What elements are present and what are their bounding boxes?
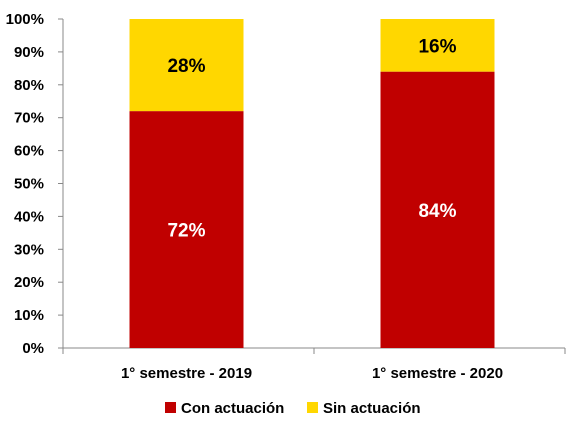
y-tick-label: 90% [14,44,44,61]
data-label: 84% [418,201,456,222]
legend-swatch [165,402,176,413]
y-tick-label: 60% [14,143,44,160]
y-tick-label: 50% [14,176,44,193]
data-label: 72% [167,221,205,242]
x-category-label: 1° semestre - 2019 [121,365,252,382]
bar-segment [129,19,244,112]
bar-segment [380,19,495,72]
bar-segment [129,111,244,349]
y-tick-label: 100% [6,11,44,28]
data-label: 16% [418,36,456,57]
y-tick-label: 40% [14,208,44,225]
legend-label: Con actuación [181,400,284,417]
bar-segment [380,71,495,348]
y-tick-label: 70% [14,110,44,127]
y-tick-label: 20% [14,274,44,291]
y-tick-label: 10% [14,307,44,324]
y-tick-label: 30% [14,241,44,258]
legend-label: Sin actuación [323,400,421,417]
x-category-label: 1° semestre - 2020 [372,365,503,382]
y-tick-label: 80% [14,77,44,94]
data-label: 28% [167,56,205,77]
y-tick-label: 0% [22,340,44,357]
legend-swatch [307,402,318,413]
